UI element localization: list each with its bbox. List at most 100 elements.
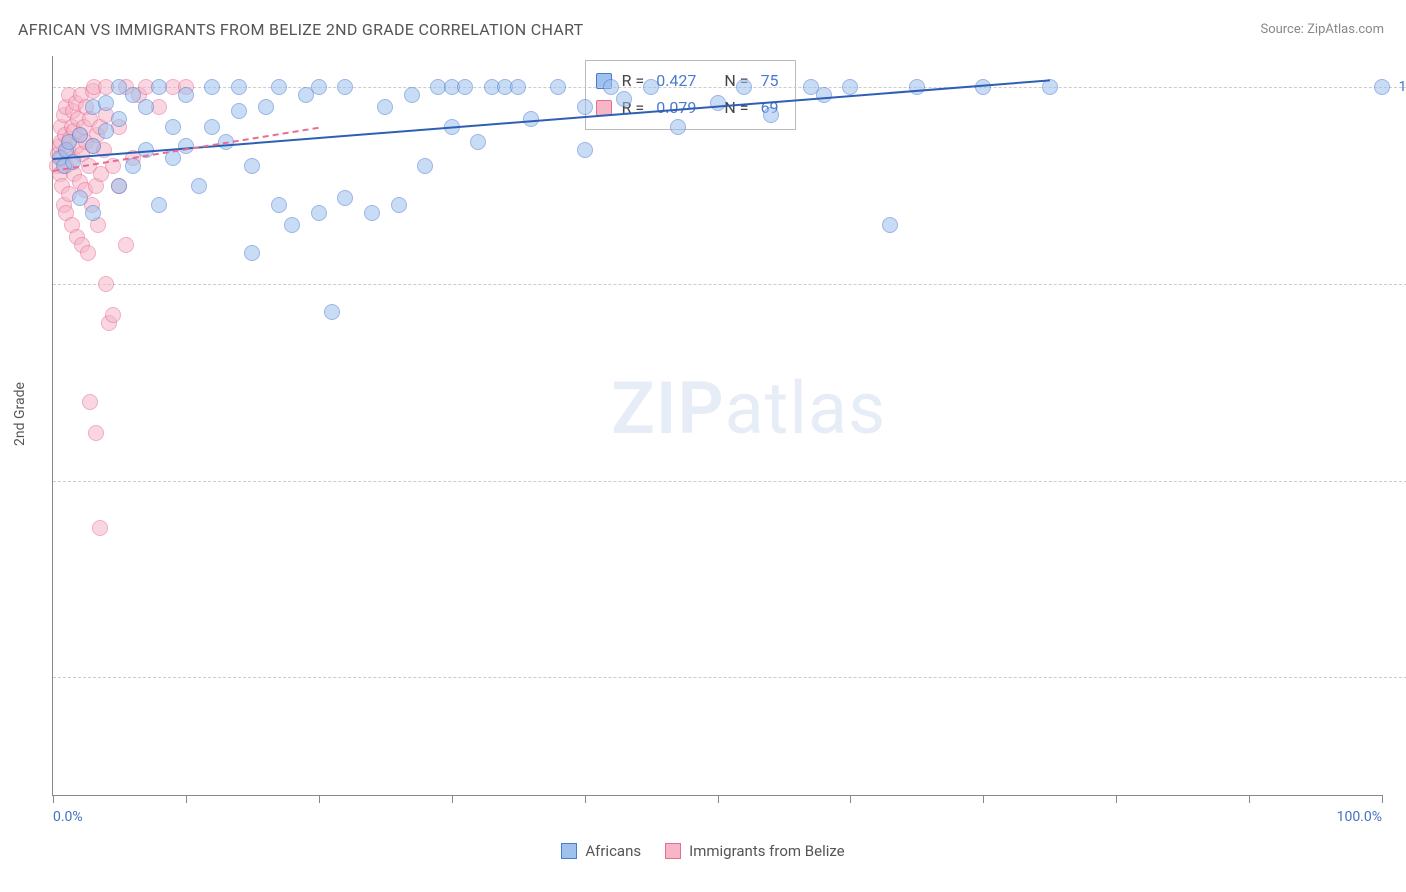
data-point (191, 178, 207, 194)
data-point (577, 142, 593, 158)
watermark: ZIPatlas (611, 366, 886, 451)
watermark-light: atlas (725, 366, 887, 451)
data-point (244, 245, 260, 261)
xtick (1382, 795, 1383, 803)
data-point (337, 79, 353, 95)
data-point (85, 205, 101, 221)
data-point (284, 217, 300, 233)
data-point (231, 103, 247, 119)
data-point (510, 79, 526, 95)
xtick (319, 795, 320, 803)
r-label: R = (622, 67, 645, 94)
gridline (53, 677, 1406, 678)
xtick (1249, 795, 1250, 803)
data-point (105, 307, 121, 323)
legend: Africans Immigrants from Belize (0, 842, 1406, 860)
xtick (186, 795, 187, 803)
legend-label-belize: Immigrants from Belize (689, 842, 845, 860)
data-point (271, 197, 287, 213)
data-point (88, 425, 104, 441)
data-point (404, 87, 420, 103)
xtick (983, 795, 984, 803)
data-point (550, 79, 566, 95)
gridline (53, 284, 1406, 285)
data-point (204, 79, 220, 95)
data-point (85, 138, 101, 154)
data-point (111, 178, 127, 194)
legend-swatch-africans (561, 843, 577, 859)
r-value-africans: 0.427 (656, 67, 696, 94)
data-point (92, 520, 108, 536)
xtick (850, 795, 851, 803)
xtick-label: 100.0% (1337, 809, 1382, 825)
xtick (718, 795, 719, 803)
data-point (271, 79, 287, 95)
data-point (882, 217, 898, 233)
data-point (311, 79, 327, 95)
chart-title: AFRICAN VS IMMIGRANTS FROM BELIZE 2ND GR… (18, 20, 583, 39)
gridline (53, 87, 1406, 88)
data-point (82, 394, 98, 410)
data-point (377, 99, 393, 115)
data-point (603, 79, 619, 95)
legend-item-africans: Africans (561, 842, 641, 860)
n-value-africans: 75 (761, 67, 779, 94)
data-point (975, 79, 991, 95)
xtick (1116, 795, 1117, 803)
data-point (231, 79, 247, 95)
data-point (72, 127, 88, 143)
data-point (244, 158, 260, 174)
data-point (165, 119, 181, 135)
data-point (736, 79, 752, 95)
data-point (763, 107, 779, 123)
data-point (125, 87, 141, 103)
data-point (98, 276, 114, 292)
data-point (616, 91, 632, 107)
data-point (324, 304, 340, 320)
data-point (72, 190, 88, 206)
data-point (111, 111, 127, 127)
data-point (1374, 79, 1390, 95)
xtick (53, 795, 54, 803)
data-point (138, 99, 154, 115)
data-point (816, 87, 832, 103)
data-point (98, 123, 114, 139)
data-point (1042, 79, 1058, 95)
watermark-bold: ZIP (611, 366, 724, 451)
xtick-label: 0.0% (53, 809, 83, 825)
data-point (337, 190, 353, 206)
data-point (118, 237, 134, 253)
data-point (417, 158, 433, 174)
data-point (710, 95, 726, 111)
data-point (311, 205, 327, 221)
data-point (125, 158, 141, 174)
plot-area: ZIPatlas R = 0.427 N = 75 R = 0.079 N = … (52, 56, 1382, 796)
data-point (204, 119, 220, 135)
data-point (391, 197, 407, 213)
xtick (585, 795, 586, 803)
data-point (258, 99, 274, 115)
data-point (643, 79, 659, 95)
data-point (151, 79, 167, 95)
legend-label-africans: Africans (585, 842, 641, 860)
data-point (80, 245, 96, 261)
data-point (151, 197, 167, 213)
xtick (452, 795, 453, 803)
data-point (178, 87, 194, 103)
data-point (842, 79, 858, 95)
data-point (577, 99, 593, 115)
legend-item-belize: Immigrants from Belize (665, 842, 845, 860)
legend-swatch-belize (665, 843, 681, 859)
stats-row-africans: R = 0.427 N = 75 (596, 67, 781, 94)
y-axis-label: 2nd Grade (12, 382, 28, 446)
data-point (457, 79, 473, 95)
n-label: N = (724, 94, 748, 121)
data-point (470, 134, 486, 150)
data-point (364, 205, 380, 221)
gridline (53, 481, 1406, 482)
data-point (909, 79, 925, 95)
ytick-label: 100.0% (1399, 79, 1406, 95)
data-point (670, 119, 686, 135)
data-point (98, 95, 114, 111)
source-label: Source: ZipAtlas.com (1260, 22, 1384, 37)
